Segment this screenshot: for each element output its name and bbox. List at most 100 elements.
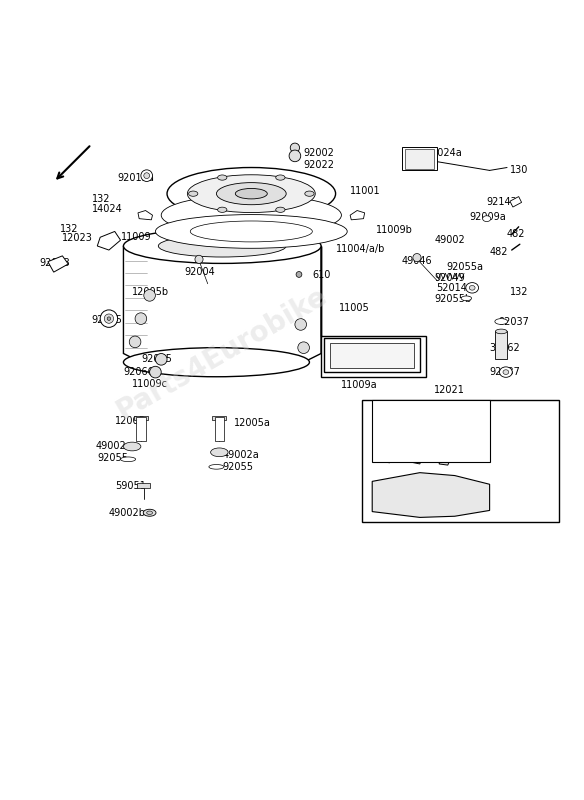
Text: 11009: 11009: [120, 232, 151, 242]
Ellipse shape: [276, 207, 285, 212]
Circle shape: [141, 170, 152, 182]
Text: 12022: 12022: [370, 459, 401, 469]
Bar: [136, 418, 145, 441]
Text: 49002a: 49002a: [96, 442, 133, 451]
Circle shape: [155, 354, 167, 365]
Ellipse shape: [158, 235, 286, 257]
Text: 482: 482: [507, 230, 526, 239]
Ellipse shape: [461, 296, 472, 301]
Text: 92055: 92055: [223, 462, 253, 472]
Text: 12005a: 12005a: [234, 418, 271, 428]
Bar: [134, 416, 148, 420]
Ellipse shape: [167, 167, 336, 220]
Text: 92004: 92004: [185, 267, 215, 277]
Ellipse shape: [218, 207, 227, 212]
Text: 92055: 92055: [98, 453, 128, 463]
Text: 92065: 92065: [141, 354, 172, 364]
Circle shape: [144, 290, 155, 301]
Text: 92022: 92022: [304, 160, 335, 170]
Ellipse shape: [305, 191, 314, 196]
Text: 49002a: 49002a: [223, 450, 259, 460]
Text: 49002b: 49002b: [109, 508, 146, 518]
Text: 92015a: 92015a: [117, 173, 155, 183]
Ellipse shape: [123, 442, 141, 451]
Text: Parts4Eurobike: Parts4Eurobike: [112, 282, 333, 426]
Polygon shape: [98, 231, 120, 250]
Text: 11004/a/b: 11004/a/b: [336, 244, 385, 254]
Text: 11009b: 11009b: [376, 225, 413, 234]
Text: 92009a: 92009a: [470, 212, 506, 222]
Ellipse shape: [217, 182, 286, 205]
Bar: [213, 416, 227, 420]
Circle shape: [144, 173, 150, 178]
Bar: [330, 343, 414, 368]
Text: 49002: 49002: [434, 235, 465, 245]
Polygon shape: [321, 246, 426, 377]
Ellipse shape: [218, 175, 227, 180]
Bar: [495, 331, 507, 359]
Ellipse shape: [120, 457, 135, 462]
Ellipse shape: [143, 510, 156, 516]
Ellipse shape: [235, 189, 267, 199]
Circle shape: [296, 271, 302, 278]
Ellipse shape: [147, 511, 152, 514]
Bar: [405, 150, 434, 169]
Circle shape: [413, 254, 421, 262]
Ellipse shape: [495, 318, 507, 325]
Circle shape: [100, 310, 117, 327]
Circle shape: [105, 314, 113, 323]
Polygon shape: [350, 210, 364, 220]
Text: 92037: 92037: [498, 317, 529, 326]
Bar: [361, 400, 559, 522]
Polygon shape: [372, 400, 489, 462]
Text: 92037: 92037: [489, 367, 520, 377]
Text: 12005: 12005: [114, 416, 145, 426]
Bar: [215, 418, 224, 441]
Text: 92049: 92049: [434, 273, 465, 283]
Ellipse shape: [161, 195, 342, 235]
Text: 92043: 92043: [39, 258, 70, 269]
Text: 92143: 92143: [486, 198, 517, 207]
Ellipse shape: [495, 329, 507, 334]
Text: 610: 610: [312, 270, 331, 280]
Circle shape: [107, 317, 110, 320]
Text: 11005: 11005: [339, 303, 369, 313]
Text: 92002: 92002: [304, 148, 335, 158]
Text: 12021: 12021: [434, 385, 465, 394]
Ellipse shape: [155, 214, 347, 248]
Text: 92055b: 92055b: [434, 294, 472, 304]
Ellipse shape: [187, 174, 315, 213]
Text: 92055a: 92055a: [446, 262, 483, 273]
Bar: [324, 338, 420, 372]
Circle shape: [298, 342, 310, 354]
Text: 12005b: 12005b: [132, 287, 169, 297]
Circle shape: [290, 143, 300, 152]
Text: 11001: 11001: [350, 186, 381, 196]
Bar: [402, 147, 437, 170]
Ellipse shape: [276, 175, 285, 180]
Ellipse shape: [499, 367, 512, 378]
Polygon shape: [138, 210, 152, 220]
Text: 132: 132: [510, 287, 529, 298]
Text: 132: 132: [60, 223, 78, 234]
Text: 92009: 92009: [420, 430, 451, 440]
Ellipse shape: [503, 370, 509, 374]
Bar: [137, 482, 150, 488]
Ellipse shape: [123, 229, 321, 263]
Text: 130: 130: [510, 166, 529, 175]
Polygon shape: [439, 406, 475, 465]
Ellipse shape: [482, 216, 491, 222]
Polygon shape: [123, 246, 321, 362]
Ellipse shape: [123, 348, 310, 377]
Text: 482: 482: [489, 246, 508, 257]
Circle shape: [150, 366, 161, 378]
Ellipse shape: [209, 465, 224, 469]
Ellipse shape: [190, 221, 312, 242]
Text: 11009c: 11009c: [132, 379, 168, 390]
Text: 14024a: 14024a: [426, 148, 463, 158]
Text: 49046: 49046: [401, 255, 432, 266]
Polygon shape: [411, 406, 436, 464]
Circle shape: [135, 313, 147, 325]
Text: 12023: 12023: [62, 234, 93, 243]
Text: 39062: 39062: [489, 342, 520, 353]
